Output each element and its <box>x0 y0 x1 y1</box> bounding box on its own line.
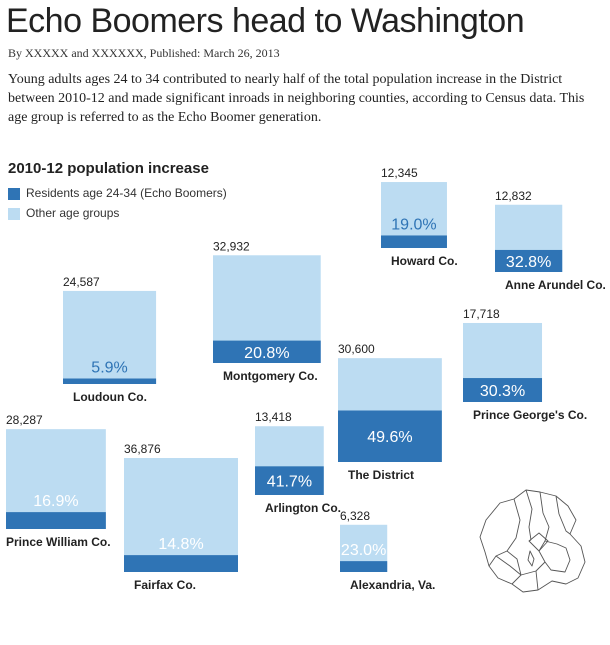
area-name-label: The District <box>348 468 414 482</box>
area-name-label: Anne Arundel Co. <box>505 278 606 292</box>
area-prince-william-co: 28,287 16.9% Prince William Co. <box>6 413 111 549</box>
area-name-label: Prince William Co. <box>6 535 111 549</box>
area-alexandria-va: 6,328 23.0% Alexandria, Va. <box>340 509 435 592</box>
area-percent-label: 23.0% <box>341 542 386 559</box>
area-total-label: 32,932 <box>213 239 250 253</box>
area-name-label: Arlington Co. <box>265 501 341 515</box>
area-montgomery-co: 32,932 20.8% Montgomery Co. <box>213 239 321 383</box>
area-percent-label: 14.8% <box>158 536 203 553</box>
area-percent-label: 20.8% <box>244 345 289 362</box>
intro-paragraph: Young adults ages 24 to 34 contributed t… <box>8 72 585 125</box>
area-name-label: Howard Co. <box>391 254 458 268</box>
area-total-label: 12,345 <box>381 166 418 180</box>
chart-boxes: 12,345 19.0% Howard Co. 12,832 32.8% Anne Aru… <box>6 166 606 592</box>
area-total-box <box>63 290 157 384</box>
area-echo-box <box>463 378 543 402</box>
area-percent-label: 32.8% <box>506 254 551 271</box>
area-echo-box <box>6 512 106 529</box>
area-echo-box <box>213 340 321 363</box>
area-percent-label: 5.9% <box>91 360 127 377</box>
legend-label-other: Other age groups <box>26 206 120 220</box>
area-total-label: 36,876 <box>124 442 161 456</box>
area-fairfax-co: 36,876 14.8% Fairfax Co. <box>124 442 238 592</box>
legend-label-echo-boomers: Residents age 24-34 (Echo Boomers) <box>26 186 227 200</box>
area-echo-box <box>495 249 563 272</box>
page-title: Echo Boomers head to Washington <box>6 2 525 40</box>
chart-legend: 2010-12 population increase Residents ag… <box>8 160 227 226</box>
area-name-label: Loudoun Co. <box>73 390 147 404</box>
area-howard-co: 12,345 19.0% Howard Co. <box>381 166 458 268</box>
area-percent-label: 16.9% <box>33 493 78 510</box>
area-total-label: 13,418 <box>255 410 292 424</box>
legend-item-other: Other age groups <box>8 206 209 226</box>
area-total-label: 28,287 <box>6 413 43 427</box>
legend-item-echo-boomers: Residents age 24-34 (Echo Boomers) <box>8 186 227 206</box>
area-arlington-co: 13,418 41.7% Arlington Co. <box>255 410 341 515</box>
legend-swatch-echo-boomers <box>8 188 20 200</box>
area-echo-box <box>338 410 442 462</box>
area-prince-george-s-co: 17,718 30.3% Prince George's Co. <box>463 307 587 422</box>
area-echo-box <box>255 466 324 495</box>
legend-swatch-other <box>8 208 20 220</box>
area-total-label: 24,587 <box>63 275 100 289</box>
byline: By XXXXX and XXXXXX, Published: March 26… <box>8 46 280 61</box>
area-name-label: Montgomery Co. <box>223 369 318 383</box>
area-echo-box <box>124 555 238 572</box>
area-percent-label: 30.3% <box>480 383 525 400</box>
area-name-label: Prince George's Co. <box>473 408 587 422</box>
byline-published: Published: March 26, 2013 <box>149 46 280 60</box>
area-echo-box <box>340 561 388 572</box>
byline-authors: By XXXXX and XXXXXX, <box>8 46 147 60</box>
area-anne-arundel-co: 12,832 32.8% Anne Arundel Co. <box>495 189 606 292</box>
area-echo-box <box>381 235 447 248</box>
area-echo-box <box>63 378 157 384</box>
area-name-label: Alexandria, Va. <box>350 578 435 592</box>
area-percent-label: 19.0% <box>391 216 436 233</box>
area-total-box <box>124 458 238 572</box>
area-total-label: 12,832 <box>495 189 532 203</box>
area-percent-label: 41.7% <box>267 474 312 491</box>
area-name-label: Fairfax Co. <box>134 578 196 592</box>
area-percent-label: 49.6% <box>367 429 412 446</box>
area-the-district: 30,600 49.6% The District <box>338 342 442 482</box>
area-total-label: 30,600 <box>338 342 375 356</box>
area-loudoun-co: 24,587 5.9% Loudoun Co. <box>63 275 157 404</box>
area-total-label: 6,328 <box>340 509 370 523</box>
legend-title: 2010-12 population increase <box>8 160 209 177</box>
dc-region-map-icon <box>479 489 586 593</box>
area-total-label: 17,718 <box>463 307 500 321</box>
